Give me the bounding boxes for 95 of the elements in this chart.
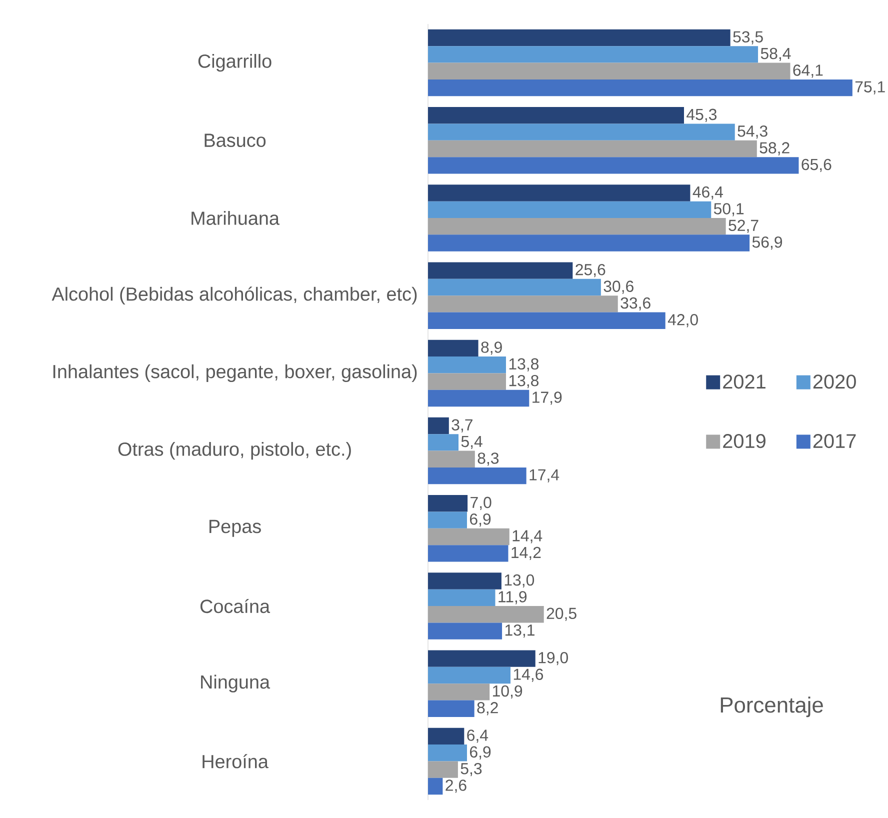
data-label: 5,4 — [461, 436, 482, 449]
bar — [428, 373, 506, 390]
bar — [428, 728, 464, 745]
y-tick-label: Cigarrillo — [198, 54, 272, 72]
data-label: 58,2 — [760, 142, 790, 156]
bar — [428, 622, 502, 640]
bar — [428, 778, 443, 795]
y-tick-label: Ninguna — [201, 674, 270, 692]
data-label: 52,7 — [728, 220, 758, 233]
data-label: 46,4 — [692, 186, 723, 200]
y-tick-label: Pepas — [210, 520, 261, 537]
bar — [428, 107, 684, 124]
data-label: 8,2 — [477, 702, 498, 716]
data-label: 56,9 — [752, 236, 782, 250]
data-label: 10,9 — [493, 685, 522, 699]
bar — [428, 434, 459, 451]
data-label: 2,6 — [446, 780, 466, 793]
data-label: 11,9 — [498, 591, 527, 604]
data-label: 45,3 — [686, 108, 717, 122]
y-tick-label: Inhalantes (sacol, pegante, boxer, gasolina) — [53, 364, 417, 382]
data-label: 42,0 — [668, 314, 698, 328]
data-label: 75,1 — [855, 81, 885, 94]
bar — [428, 278, 601, 296]
bar — [428, 684, 490, 700]
data-label: 54,3 — [738, 125, 768, 139]
bar — [428, 356, 506, 374]
legend-label: 2020 — [813, 374, 856, 389]
bar — [428, 761, 458, 778]
bar — [428, 572, 502, 590]
data-label: 33,6 — [620, 297, 650, 311]
data-label: 19,0 — [538, 652, 568, 666]
data-label: 7,0 — [470, 496, 492, 510]
y-tick-label: Basuco — [204, 134, 266, 148]
bar — [428, 744, 467, 762]
data-label: 6,4 — [467, 730, 488, 743]
y-tick-label: Cocaína — [200, 598, 270, 614]
data-label: 14,4 — [512, 530, 542, 544]
data-label: 14,2 — [512, 546, 541, 560]
data-label: 13,8 — [509, 374, 539, 388]
data-label: 20,5 — [546, 608, 576, 621]
legend-label: 2017 — [813, 434, 856, 448]
data-label: 6,9 — [470, 513, 491, 527]
bar — [428, 545, 508, 562]
data-label: 17,9 — [532, 392, 562, 405]
bar — [428, 201, 712, 218]
bar — [428, 467, 526, 484]
bar — [428, 157, 799, 174]
bar — [428, 700, 474, 717]
bar — [428, 450, 475, 468]
data-label: 50,1 — [714, 203, 744, 216]
x-axis-title: Porcentaje — [720, 696, 823, 718]
data-label: 64,1 — [793, 64, 823, 78]
bar — [428, 124, 735, 140]
bar — [428, 79, 852, 96]
y-tick-label: Otras (maduro, pistolo, etc.) — [118, 442, 351, 460]
bar — [428, 29, 730, 46]
bar — [428, 296, 618, 312]
bar — [428, 417, 449, 434]
y-tick-label: Marihuana — [192, 211, 280, 225]
bar — [428, 234, 750, 252]
data-label: 13,0 — [504, 574, 534, 588]
data-label: 5,3 — [460, 762, 482, 776]
bar — [428, 495, 468, 512]
data-label: 13,8 — [509, 358, 539, 372]
data-label: 65,6 — [802, 158, 832, 172]
y-tick-label: Alcohol (Bebidas alcohólicas, chamber, etc) — [52, 286, 417, 305]
data-label: 3,7 — [452, 419, 472, 432]
bar — [428, 528, 510, 546]
bar — [428, 390, 530, 407]
y-tick-label: Heroína — [202, 754, 268, 768]
data-label: 58,4 — [760, 48, 791, 62]
data-label: 53,5 — [733, 31, 763, 44]
data-label: 8,3 — [478, 452, 499, 466]
bar — [428, 62, 790, 80]
data-label: 13,1 — [505, 624, 534, 638]
bar — [428, 218, 726, 235]
bar — [428, 606, 544, 623]
bar — [428, 650, 536, 667]
bar — [428, 512, 467, 528]
legend-label: 2021 — [723, 374, 766, 389]
data-label: 14,6 — [514, 668, 544, 682]
bar — [428, 46, 758, 63]
legend-label: 2019 — [723, 434, 766, 448]
bar — [428, 666, 511, 684]
data-label: 6,9 — [470, 746, 491, 760]
bar — [428, 140, 757, 158]
data-label: 8,9 — [481, 342, 502, 355]
data-label: 30,6 — [604, 280, 634, 294]
bar — [428, 340, 478, 357]
data-label: 17,4 — [530, 469, 560, 482]
data-label: 25,6 — [576, 264, 606, 278]
bar — [428, 184, 690, 202]
bar — [428, 262, 573, 279]
bar — [428, 589, 496, 606]
bar — [428, 312, 666, 329]
